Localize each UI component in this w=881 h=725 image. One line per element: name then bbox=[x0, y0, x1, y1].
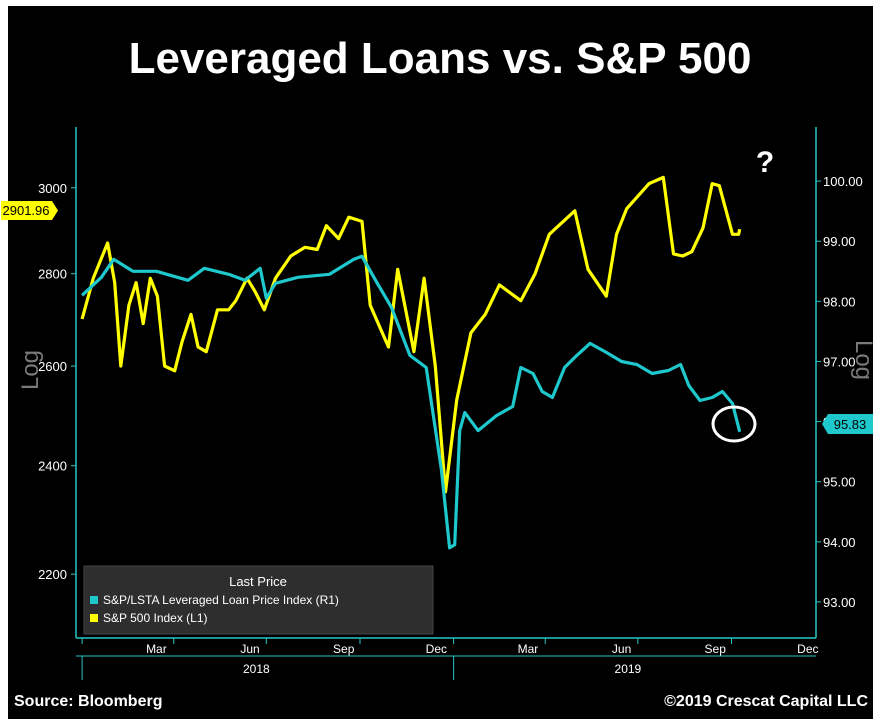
left-last-price: 2901.96 bbox=[3, 203, 50, 218]
right-last-price: 95.83 bbox=[834, 417, 867, 432]
x-year-tick-label: 2018 bbox=[243, 662, 270, 676]
copyright-label: ©2019 Crescat Capital LLC bbox=[664, 693, 868, 710]
loan-series-line bbox=[81, 254, 742, 550]
right-tick-label: 99.00 bbox=[823, 234, 856, 249]
right-last-price-tag: 95.83 bbox=[822, 414, 873, 434]
x-month-tick-label: Sep bbox=[705, 642, 727, 656]
right-tick-label: 95.00 bbox=[823, 475, 856, 490]
legend-entry-loan: S&P/LSTA Leveraged Loan Price Index (R1) bbox=[103, 593, 339, 607]
x-axis-ticks: Mar Jun Sep Dec Mar Jun Sep Dec 2018 2019 bbox=[81, 638, 819, 680]
left-axis-ticks: 2200 2400 2600 2800 3000 bbox=[38, 181, 76, 582]
x-month-tick-label: Mar bbox=[518, 642, 539, 656]
legend-entry-sp500: S&P 500 Index (L1) bbox=[103, 611, 208, 625]
x-year-tick-label: 2019 bbox=[615, 662, 642, 676]
x-month-tick-label: Jun bbox=[612, 642, 631, 656]
legend-box bbox=[83, 565, 434, 635]
x-month-tick-label: Dec bbox=[426, 642, 447, 656]
right-axis-label: Log bbox=[850, 340, 877, 380]
legend-swatch-loan bbox=[90, 596, 98, 604]
left-axis-label: Log bbox=[17, 350, 44, 390]
left-tick-label: 2200 bbox=[38, 567, 67, 582]
right-tick-label: 97.00 bbox=[823, 354, 856, 369]
left-tick-label: 3000 bbox=[38, 181, 67, 196]
legend-swatch-sp500 bbox=[90, 614, 98, 622]
x-month-tick-label: Sep bbox=[333, 642, 355, 656]
legend: Last Price S&P/LSTA Leveraged Loan Price… bbox=[83, 565, 434, 635]
right-tick-label: 93.00 bbox=[823, 595, 856, 610]
left-tick-label: 2800 bbox=[38, 267, 67, 282]
x-month-tick-label: Mar bbox=[146, 642, 167, 656]
highlight-circle bbox=[711, 405, 757, 443]
right-tick-label: 94.00 bbox=[823, 535, 856, 550]
legend-title: Last Price bbox=[229, 574, 287, 589]
source-label: Source: Bloomberg bbox=[14, 693, 162, 710]
left-tick-label: 2400 bbox=[38, 459, 67, 474]
left-tick-label: 2600 bbox=[38, 359, 67, 374]
left-last-price-tag: 2901.96 bbox=[1, 201, 58, 220]
right-tick-label: 100.00 bbox=[823, 174, 863, 189]
x-month-tick-label: Jun bbox=[240, 642, 259, 656]
question-annotation: ? bbox=[756, 146, 774, 179]
chart-title: Leveraged Loans vs. S&P 500 bbox=[129, 34, 752, 83]
x-month-tick-label: Dec bbox=[797, 642, 818, 656]
right-tick-label: 98.00 bbox=[823, 294, 856, 309]
